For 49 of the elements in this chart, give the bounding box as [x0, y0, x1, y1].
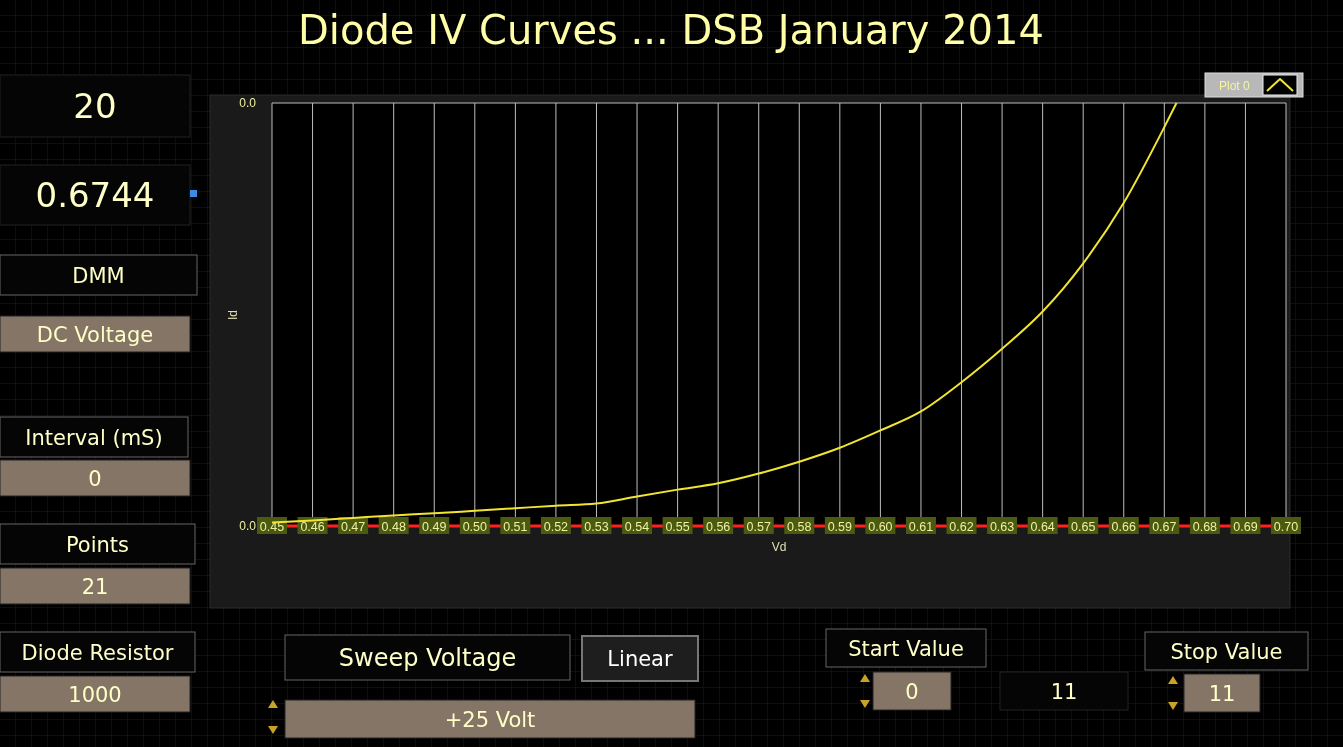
text: 0.6744 [35, 175, 155, 216]
x-tick-label: 0.62 [949, 520, 974, 534]
text: Linear [607, 647, 673, 672]
text: 20 [73, 86, 117, 127]
x-tick-label: 0.68 [1192, 520, 1218, 534]
x-tick-label: 0.60 [868, 520, 893, 534]
x-tick-label: 0.46 [300, 520, 325, 534]
text: Interval (mS) [25, 425, 163, 450]
x-tick-label: 0.54 [624, 520, 650, 534]
text: DMM [72, 263, 125, 288]
chart-title: Diode IV Curves ... DSB January 2014 [298, 7, 1044, 53]
x-tick-label: 0.66 [1111, 520, 1136, 534]
x-tick-label: 0.56 [705, 520, 731, 534]
x-tick-label: 0.49 [422, 520, 447, 534]
x-tick-label: 0.55 [665, 520, 690, 534]
x-tick-label: 0.51 [503, 520, 528, 534]
text: 0.0 [239, 519, 257, 533]
x-tick-label: 0.69 [1233, 520, 1258, 534]
x-tick-label: 0.53 [584, 520, 609, 534]
text: 21 [81, 574, 109, 599]
x-tick-label: 0.52 [543, 520, 569, 534]
x-tick-label: 0.67 [1152, 520, 1177, 534]
text: 11 [1050, 679, 1078, 704]
x-tick-label: 0.70 [1273, 520, 1299, 534]
y-axis-title: Id [226, 309, 240, 321]
x-tick-label: 0.50 [462, 520, 487, 534]
text: Sweep Voltage [338, 644, 517, 673]
x-tick-label: 0.59 [827, 520, 853, 534]
text: Points [65, 532, 130, 557]
x-tick-label: 0.64 [1030, 520, 1055, 534]
text: Diode Resistor [21, 640, 174, 665]
text: +25 Volt [444, 707, 536, 732]
legend-label: Plot 0 [1219, 79, 1251, 93]
x-tick-label: 0.61 [908, 520, 934, 534]
x-tick-label: 0.57 [746, 520, 771, 534]
text: DC Voltage [36, 322, 154, 347]
text: 1000 [68, 682, 122, 707]
text: 11 [1208, 681, 1236, 706]
x-tick-label: 0.48 [381, 520, 406, 534]
text: Start Value [848, 636, 964, 661]
text: Stop Value [1170, 639, 1283, 664]
x-tick-label: 0.47 [340, 520, 366, 534]
text: 0.0 [239, 96, 257, 110]
x-tick-label: 0.63 [989, 520, 1015, 534]
text: 0 [88, 466, 102, 491]
x-tick-label: 0.65 [1071, 520, 1096, 534]
x-axis-title: Vd [771, 540, 787, 554]
x-tick-label: 0.58 [787, 520, 812, 534]
text: 0 [905, 679, 919, 704]
